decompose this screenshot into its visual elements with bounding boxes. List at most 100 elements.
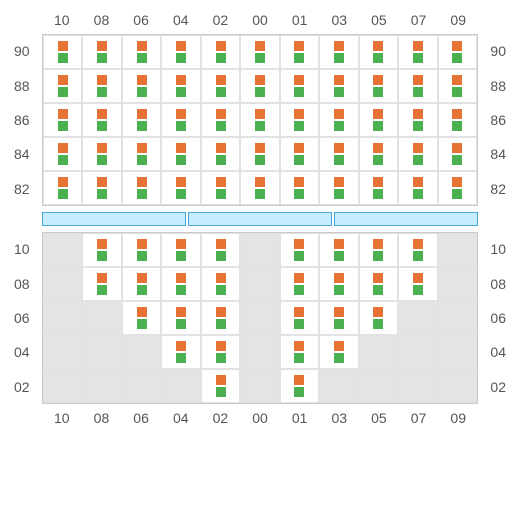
slot-cell[interactable] (280, 335, 319, 369)
slot-cell[interactable] (43, 335, 82, 369)
slot-cell[interactable] (280, 301, 319, 335)
slot-cell[interactable] (240, 233, 279, 267)
slot-cell[interactable] (319, 171, 358, 205)
slot-cell[interactable] (201, 103, 240, 137)
slot-cell[interactable] (161, 69, 200, 103)
slot-cell[interactable] (398, 35, 437, 69)
slot-cell[interactable] (280, 369, 319, 403)
slot-cell[interactable] (43, 35, 82, 69)
slot-cell[interactable] (161, 369, 200, 403)
slot-cell[interactable] (438, 301, 477, 335)
slot-cell[interactable] (398, 301, 437, 335)
slot-cell[interactable] (398, 233, 437, 267)
slot-cell[interactable] (240, 137, 279, 171)
slot-cell[interactable] (43, 171, 82, 205)
slot-cell[interactable] (161, 137, 200, 171)
slot-cell[interactable] (201, 335, 240, 369)
slot-cell[interactable] (240, 103, 279, 137)
slot-cell[interactable] (240, 267, 279, 301)
slot-cell[interactable] (122, 233, 161, 267)
slot-cell[interactable] (82, 369, 121, 403)
slot-cell[interactable] (319, 335, 358, 369)
slot-cell[interactable] (398, 335, 437, 369)
slot-cell[interactable] (43, 233, 82, 267)
slot-cell[interactable] (82, 233, 121, 267)
slot-cell[interactable] (319, 35, 358, 69)
slot-cell[interactable] (82, 35, 121, 69)
slot-cell[interactable] (438, 369, 477, 403)
slot-cell[interactable] (319, 267, 358, 301)
slot-cell[interactable] (82, 103, 121, 137)
slot-cell[interactable] (122, 69, 161, 103)
slot-cell[interactable] (201, 35, 240, 69)
slot-cell[interactable] (398, 137, 437, 171)
slot-cell[interactable] (438, 137, 477, 171)
slot-cell[interactable] (438, 171, 477, 205)
slot-cell[interactable] (438, 233, 477, 267)
slot-cell[interactable] (161, 335, 200, 369)
slot-cell[interactable] (82, 137, 121, 171)
slot-cell[interactable] (359, 369, 398, 403)
slot-cell[interactable] (398, 369, 437, 403)
slot-cell[interactable] (438, 267, 477, 301)
slot-cell[interactable] (43, 137, 82, 171)
slot-cell[interactable] (82, 267, 121, 301)
slot-cell[interactable] (82, 69, 121, 103)
slot-cell[interactable] (161, 233, 200, 267)
slot-cell[interactable] (319, 369, 358, 403)
slot-cell[interactable] (319, 103, 358, 137)
slot-cell[interactable] (438, 335, 477, 369)
slot-cell[interactable] (161, 267, 200, 301)
slot-cell[interactable] (398, 103, 437, 137)
slot-cell[interactable] (201, 233, 240, 267)
slot-cell[interactable] (438, 35, 477, 69)
slot-cell[interactable] (161, 103, 200, 137)
slot-cell[interactable] (240, 171, 279, 205)
slot-cell[interactable] (280, 69, 319, 103)
slot-cell[interactable] (240, 69, 279, 103)
slot-cell[interactable] (280, 35, 319, 69)
slot-cell[interactable] (438, 69, 477, 103)
slot-cell[interactable] (319, 301, 358, 335)
slot-cell[interactable] (359, 69, 398, 103)
slot-cell[interactable] (43, 301, 82, 335)
slot-cell[interactable] (359, 103, 398, 137)
slot-cell[interactable] (161, 35, 200, 69)
slot-cell[interactable] (398, 69, 437, 103)
slot-cell[interactable] (161, 171, 200, 205)
slot-cell[interactable] (319, 233, 358, 267)
slot-cell[interactable] (359, 301, 398, 335)
slot-cell[interactable] (201, 137, 240, 171)
slot-cell[interactable] (161, 301, 200, 335)
slot-cell[interactable] (359, 171, 398, 205)
slot-cell[interactable] (43, 103, 82, 137)
slot-cell[interactable] (359, 137, 398, 171)
slot-cell[interactable] (122, 301, 161, 335)
slot-cell[interactable] (319, 137, 358, 171)
slot-cell[interactable] (82, 171, 121, 205)
slot-cell[interactable] (359, 335, 398, 369)
slot-cell[interactable] (122, 369, 161, 403)
slot-cell[interactable] (240, 335, 279, 369)
slot-cell[interactable] (359, 267, 398, 301)
slot-cell[interactable] (122, 103, 161, 137)
slot-cell[interactable] (240, 35, 279, 69)
slot-cell[interactable] (280, 103, 319, 137)
slot-cell[interactable] (201, 69, 240, 103)
slot-cell[interactable] (122, 35, 161, 69)
slot-cell[interactable] (43, 267, 82, 301)
slot-cell[interactable] (43, 369, 82, 403)
slot-cell[interactable] (398, 171, 437, 205)
slot-cell[interactable] (122, 137, 161, 171)
slot-cell[interactable] (319, 69, 358, 103)
slot-cell[interactable] (359, 233, 398, 267)
slot-cell[interactable] (201, 369, 240, 403)
slot-cell[interactable] (122, 171, 161, 205)
slot-cell[interactable] (122, 267, 161, 301)
slot-cell[interactable] (280, 233, 319, 267)
slot-cell[interactable] (280, 171, 319, 205)
slot-cell[interactable] (201, 267, 240, 301)
slot-cell[interactable] (398, 267, 437, 301)
slot-cell[interactable] (240, 369, 279, 403)
slot-cell[interactable] (82, 301, 121, 335)
